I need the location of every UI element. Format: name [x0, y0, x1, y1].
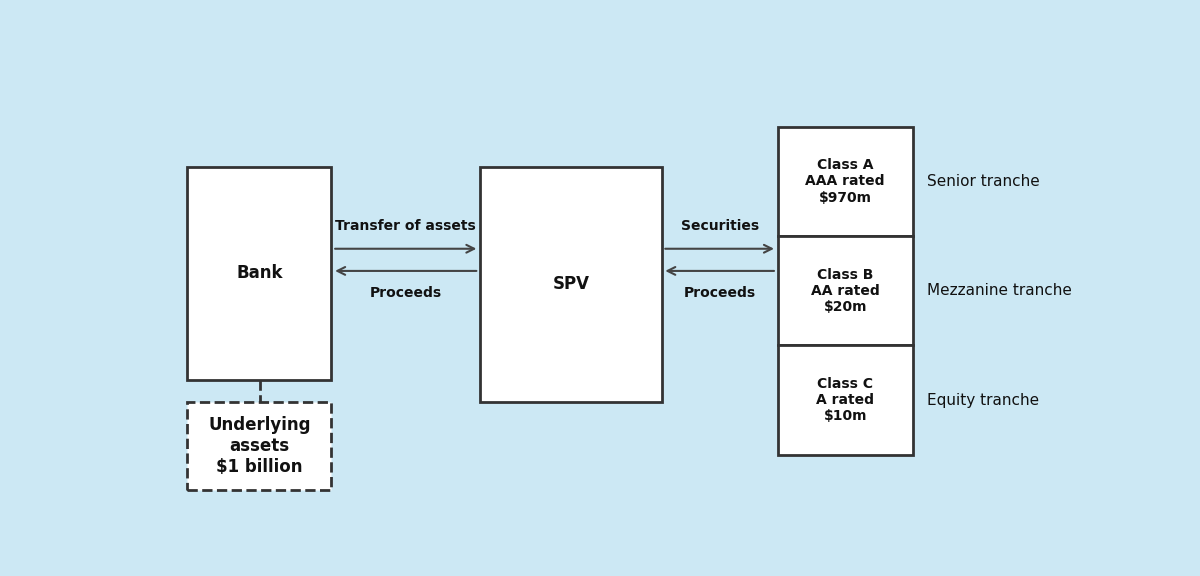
Text: Bank: Bank: [236, 264, 282, 282]
Text: Proceeds: Proceeds: [684, 286, 756, 301]
Bar: [480, 166, 661, 402]
Bar: [187, 402, 331, 491]
Text: Class B
AA rated
$20m: Class B AA rated $20m: [811, 267, 880, 314]
Text: SPV: SPV: [552, 275, 589, 293]
Bar: [778, 127, 913, 236]
Text: Senior tranche: Senior tranche: [926, 174, 1039, 189]
Text: Underlying
assets
$1 billion: Underlying assets $1 billion: [208, 416, 311, 476]
Text: Class A
AAA rated
$970m: Class A AAA rated $970m: [805, 158, 884, 204]
Text: Equity tranche: Equity tranche: [926, 393, 1039, 408]
Text: Securities: Securities: [680, 219, 758, 233]
Text: Proceeds: Proceeds: [370, 286, 442, 301]
Bar: [778, 346, 913, 455]
Text: Transfer of assets: Transfer of assets: [335, 219, 476, 233]
Bar: [778, 236, 913, 346]
Text: Class C
A rated
$10m: Class C A rated $10m: [816, 377, 874, 423]
Bar: [187, 166, 331, 380]
Text: Mezzanine tranche: Mezzanine tranche: [926, 283, 1072, 298]
